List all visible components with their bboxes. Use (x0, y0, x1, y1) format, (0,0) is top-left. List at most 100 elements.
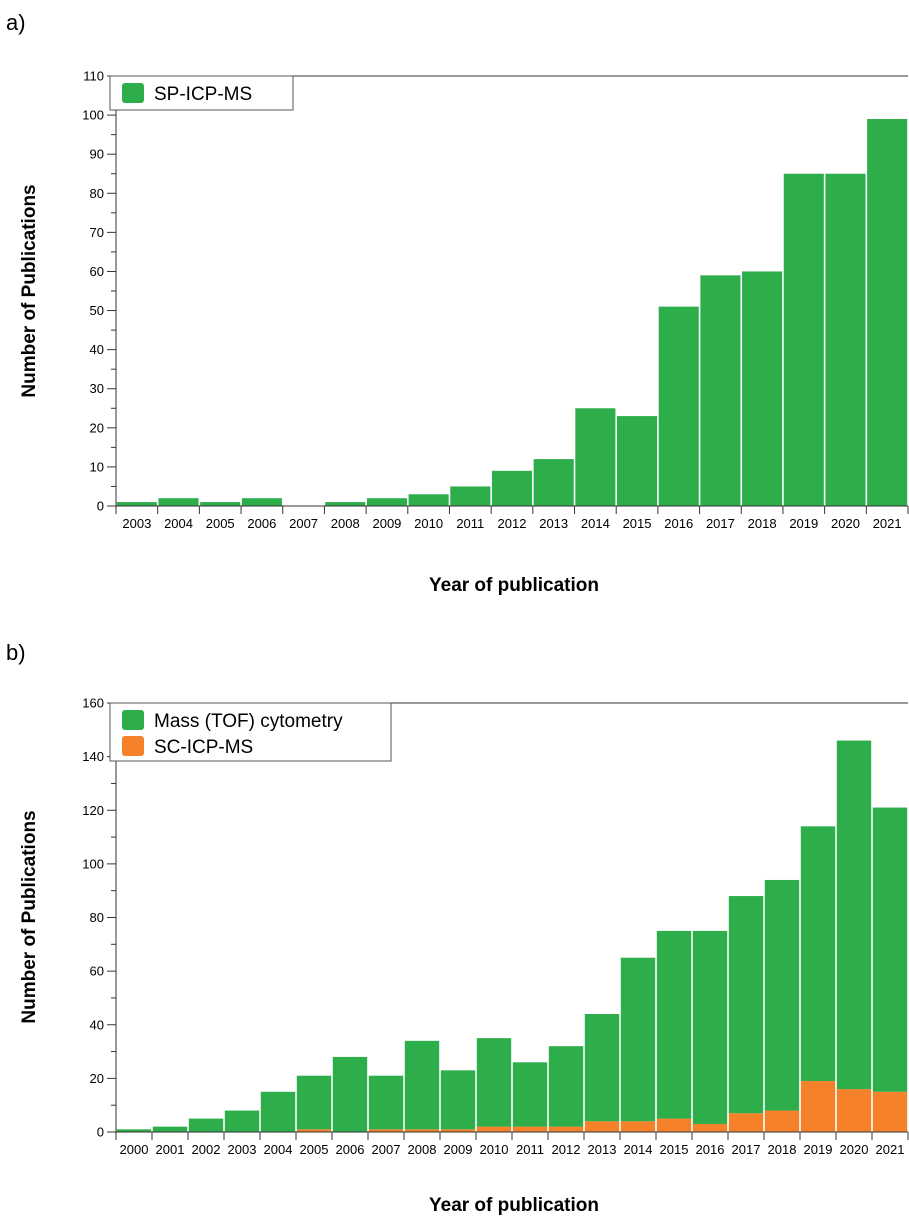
bar-mass-tof-cytometry-2004 (260, 1091, 296, 1132)
legend-swatch-1 (122, 736, 144, 756)
legend-swatch-0 (122, 83, 144, 103)
x-tick-label-2014: 2014 (581, 516, 610, 531)
bar-mass-tof-cytometry-2000 (116, 1129, 152, 1132)
x-axis-title: Year of publication (429, 1195, 599, 1216)
x-tick-label-2006: 2006 (247, 516, 276, 531)
y-tick-label-0: 0 (97, 499, 104, 514)
bar-mass-tof-cytometry-2019 (800, 826, 836, 1082)
bar-sp-icp-ms-2018 (742, 271, 783, 506)
x-tick-label-2017: 2017 (706, 516, 735, 531)
bar-sp-icp-ms-2008 (325, 502, 366, 506)
x-tick-label-2016: 2016 (664, 516, 693, 531)
y-tick-label-90: 90 (90, 147, 104, 162)
bar-sc-icp-ms-2018 (764, 1110, 800, 1132)
x-tick-label-2021: 2021 (876, 1142, 905, 1157)
y-tick-label-80: 80 (90, 910, 104, 925)
x-tick-label-2005: 2005 (300, 1142, 329, 1157)
x-tick-label-2013: 2013 (539, 516, 568, 531)
chart-a: 0 10 20 30 40 50 60 70 80 90 100 110 2003 2004 2005 200… (19, 69, 909, 596)
bar-sc-icp-ms-2008 (404, 1129, 440, 1132)
bar-sc-icp-ms-2015 (656, 1118, 692, 1132)
chart-b: 0 20 40 60 80 100 120 140 160 2000 2001 2002 2003 200… (19, 696, 909, 1216)
y-tick-label-10: 10 (90, 459, 104, 474)
legend-box (109, 702, 392, 762)
y-axis-title: Number of Publications (19, 184, 40, 397)
bar-mass-tof-cytometry-2017 (728, 896, 764, 1114)
y-tick-label-140: 140 (82, 749, 104, 764)
bar-sc-icp-ms-2016 (692, 1123, 728, 1132)
bar-mass-tof-cytometry-2021 (872, 807, 908, 1092)
bar-mass-tof-cytometry-2013 (584, 1014, 620, 1122)
y-tick-label-160: 160 (82, 696, 104, 711)
x-tick-label-2012: 2012 (552, 1142, 581, 1157)
bar-sp-icp-ms-2014 (575, 408, 616, 506)
panel-b-label: b) (6, 640, 26, 665)
y-tick-label-70: 70 (90, 225, 104, 240)
bar-sc-icp-ms-2007 (368, 1129, 404, 1132)
x-tick-label-2020: 2020 (840, 1142, 869, 1157)
bar-sp-icp-ms-2013 (533, 459, 574, 506)
bar-sp-icp-ms-2021 (867, 119, 908, 506)
bar-sp-icp-ms-2006 (241, 498, 282, 506)
x-tick-label-2011: 2011 (456, 516, 484, 531)
x-tick-label-2003: 2003 (122, 516, 151, 531)
x-tick-label-2021: 2021 (873, 516, 902, 531)
x-tick-label-2018: 2018 (768, 1142, 797, 1157)
x-tick-label-2019: 2019 (789, 516, 818, 531)
bar-sc-icp-ms-2012 (548, 1126, 584, 1132)
x-tick-label-2008: 2008 (408, 1142, 437, 1157)
x-tick-label-2011: 2011 (516, 1142, 544, 1157)
x-tick-label-2010: 2010 (480, 1142, 509, 1157)
bar-sp-icp-ms-2017 (700, 275, 741, 506)
bar-mass-tof-cytometry-2016 (692, 930, 728, 1124)
x-tick-label-2006: 2006 (336, 1142, 365, 1157)
x-tick-label-2013: 2013 (588, 1142, 617, 1157)
bar-sp-icp-ms-2004 (158, 498, 199, 506)
bar-mass-tof-cytometry-2011 (512, 1062, 548, 1127)
bar-mass-tof-cytometry-2001 (152, 1126, 188, 1132)
bar-sc-icp-ms-2014 (620, 1121, 656, 1132)
y-tick-label-0: 0 (97, 1125, 104, 1140)
bar-mass-tof-cytometry-2005 (296, 1075, 332, 1130)
legend-swatch-0 (122, 710, 144, 730)
y-axis-title: Number of Publications (19, 810, 40, 1023)
bar-mass-tof-cytometry-2018 (764, 879, 800, 1111)
x-tick-label-2004: 2004 (164, 516, 193, 531)
y-tick-label-60: 60 (90, 964, 104, 979)
bar-sp-icp-ms-2020 (825, 173, 866, 506)
bar-sp-icp-ms-2016 (658, 306, 699, 506)
x-tick-label-2003: 2003 (228, 1142, 257, 1157)
bar-sc-icp-ms-2005 (296, 1129, 332, 1132)
bar-sp-icp-ms-2019 (783, 173, 824, 506)
legend-label-1: SC-ICP-MS (154, 737, 253, 758)
x-tick-label-2012: 2012 (498, 516, 527, 531)
x-tick-label-2017: 2017 (732, 1142, 761, 1157)
bar-sp-icp-ms-2009 (366, 498, 407, 506)
bar-mass-tof-cytometry-2006 (332, 1056, 368, 1132)
x-tick-label-2020: 2020 (831, 516, 860, 531)
x-axis-title: Year of publication (429, 575, 599, 596)
x-tick-label-2015: 2015 (660, 1142, 689, 1157)
bar-sc-icp-ms-2017 (728, 1113, 764, 1132)
bar-mass-tof-cytometry-2003 (224, 1110, 260, 1132)
bar-sc-icp-ms-2013 (584, 1121, 620, 1132)
bar-mass-tof-cytometry-2012 (548, 1046, 584, 1127)
x-tick-label-2018: 2018 (748, 516, 777, 531)
bar-mass-tof-cytometry-2014 (620, 957, 656, 1122)
bar-sc-icp-ms-2011 (512, 1126, 548, 1132)
y-tick-label-60: 60 (90, 264, 104, 279)
bar-mass-tof-cytometry-2008 (404, 1040, 440, 1130)
y-tick-label-50: 50 (90, 303, 104, 318)
x-tick-label-2000: 2000 (120, 1142, 149, 1157)
panel-a-label: a) (6, 10, 26, 35)
legend-label-0: Mass (TOF) cytometry (154, 711, 343, 732)
bar-mass-tof-cytometry-2009 (440, 1070, 476, 1130)
bar-mass-tof-cytometry-2020 (836, 740, 872, 1090)
y-tick-label-100: 100 (82, 856, 104, 871)
x-tick-label-2002: 2002 (192, 1142, 221, 1157)
x-tick-label-2007: 2007 (289, 516, 318, 531)
x-tick-label-2010: 2010 (414, 516, 443, 531)
y-tick-label-40: 40 (90, 342, 104, 357)
bar-sc-icp-ms-2019 (800, 1081, 836, 1132)
bar-sp-icp-ms-2010 (408, 494, 449, 506)
